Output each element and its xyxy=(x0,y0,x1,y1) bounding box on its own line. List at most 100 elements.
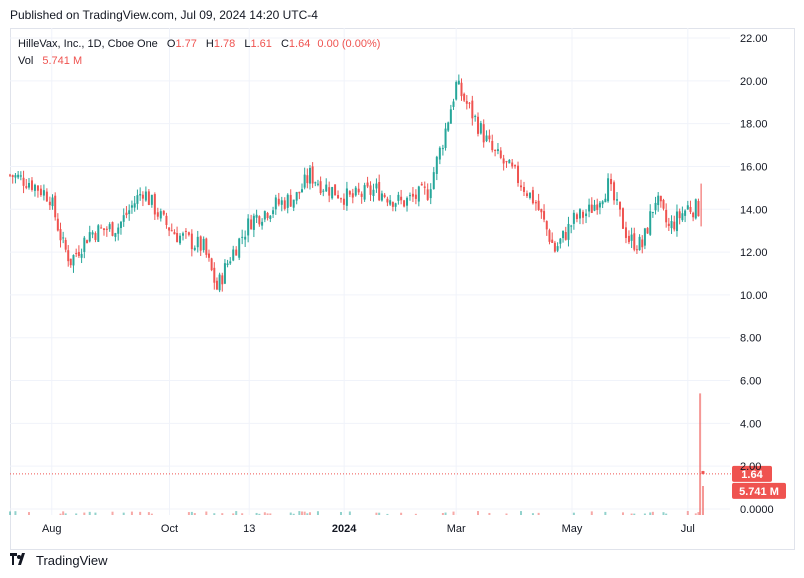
candle-body xyxy=(111,222,114,236)
volume-bar xyxy=(213,513,216,515)
grid xyxy=(10,28,730,515)
candle-body xyxy=(556,246,559,251)
volume-bar xyxy=(83,512,86,515)
candle-body xyxy=(553,242,556,252)
candle-body xyxy=(286,194,289,208)
candle-body xyxy=(363,185,366,200)
high-label: H xyxy=(205,38,214,50)
candle-body xyxy=(633,233,636,250)
candle-body xyxy=(202,238,205,251)
y-tick-label: 6.00 xyxy=(740,376,761,388)
candle-body xyxy=(117,227,120,234)
candle-body xyxy=(250,219,253,230)
candle-body xyxy=(283,200,286,209)
candle-body xyxy=(153,194,156,215)
volume-bar xyxy=(572,512,575,515)
x-tick-label: May xyxy=(562,523,583,535)
candle-body xyxy=(420,183,423,186)
candle-body xyxy=(147,191,150,205)
candle-body xyxy=(360,193,363,197)
volume-bar xyxy=(303,511,306,515)
candle-body xyxy=(62,237,65,239)
candle-body xyxy=(30,180,33,190)
candle-body xyxy=(582,211,585,218)
volume-bar xyxy=(306,513,309,515)
candle-body xyxy=(339,198,342,200)
published-note: Published on TradingView.com, Jul 09, 20… xyxy=(10,8,318,22)
candle-body xyxy=(551,239,554,243)
candle-body xyxy=(651,211,654,213)
candle-body xyxy=(266,213,269,219)
candle-body xyxy=(578,209,581,219)
y-tick-label: 2.00 xyxy=(740,461,761,473)
candle-body xyxy=(482,124,485,143)
candle-body xyxy=(435,156,438,174)
candle-body xyxy=(272,210,275,215)
candle-body xyxy=(511,162,514,167)
candle-body xyxy=(380,193,383,201)
candle-body xyxy=(697,200,700,217)
candle-body xyxy=(610,178,613,185)
candle-body xyxy=(80,253,83,258)
candle-body xyxy=(400,196,403,201)
y-tick-label: 12.00 xyxy=(740,247,768,259)
volume-bar xyxy=(520,511,523,515)
candle-body xyxy=(322,190,325,192)
tradingview-logo[interactable]: TradingView xyxy=(10,553,108,568)
candle-body xyxy=(457,80,460,85)
candle-body xyxy=(689,207,692,212)
candle-body xyxy=(238,238,241,258)
candle-body xyxy=(545,221,548,230)
candle-body xyxy=(261,221,264,226)
candle-body xyxy=(438,147,441,160)
candle-body xyxy=(474,115,477,117)
volume-bar xyxy=(130,511,133,515)
candle-body xyxy=(168,227,171,231)
candle-body xyxy=(572,212,575,224)
candle-body xyxy=(75,253,78,255)
candle-body xyxy=(369,185,372,195)
volume-bar xyxy=(150,513,153,515)
volume-value: 5.741 M xyxy=(42,55,83,67)
candle-body xyxy=(613,182,616,201)
volume-bar xyxy=(400,512,403,515)
candle-body xyxy=(331,187,334,199)
candle-body xyxy=(165,215,168,225)
volume-bar xyxy=(193,513,196,515)
low-value: 1.61 xyxy=(250,38,272,50)
candle-body xyxy=(91,232,94,235)
chart-frame[interactable] xyxy=(10,28,795,550)
candle-body xyxy=(306,175,309,184)
candle-body xyxy=(619,201,622,210)
candle-body xyxy=(173,232,176,235)
candle-body xyxy=(540,209,543,213)
candle-body xyxy=(314,182,317,184)
candle-body xyxy=(319,181,322,194)
candle-body xyxy=(179,235,182,244)
candle-body xyxy=(643,228,646,246)
candle-body xyxy=(48,201,51,206)
candle-body xyxy=(662,199,665,209)
candle-body xyxy=(522,186,525,192)
candle-body xyxy=(468,102,471,104)
volume-bar xyxy=(537,512,540,515)
candle-body xyxy=(274,197,277,210)
volume-bar xyxy=(292,513,295,515)
top-bar: Published on TradingView.com, Jul 09, 20… xyxy=(0,0,804,28)
candle-body xyxy=(548,230,551,242)
volume-bar xyxy=(621,512,624,515)
candle-body xyxy=(100,227,103,229)
candle-body xyxy=(593,204,596,211)
candle-body xyxy=(162,210,165,215)
candle-body xyxy=(397,194,400,201)
x-tick-label: 2024 xyxy=(332,523,357,535)
candle-body xyxy=(351,193,354,198)
candle-body xyxy=(426,189,429,200)
volume-bar xyxy=(316,511,319,515)
y-tick-label: 20.00 xyxy=(740,76,768,88)
volume-bar xyxy=(255,512,258,515)
volume-bar xyxy=(590,511,593,515)
candle-body xyxy=(432,172,435,190)
candle-body xyxy=(86,240,89,244)
